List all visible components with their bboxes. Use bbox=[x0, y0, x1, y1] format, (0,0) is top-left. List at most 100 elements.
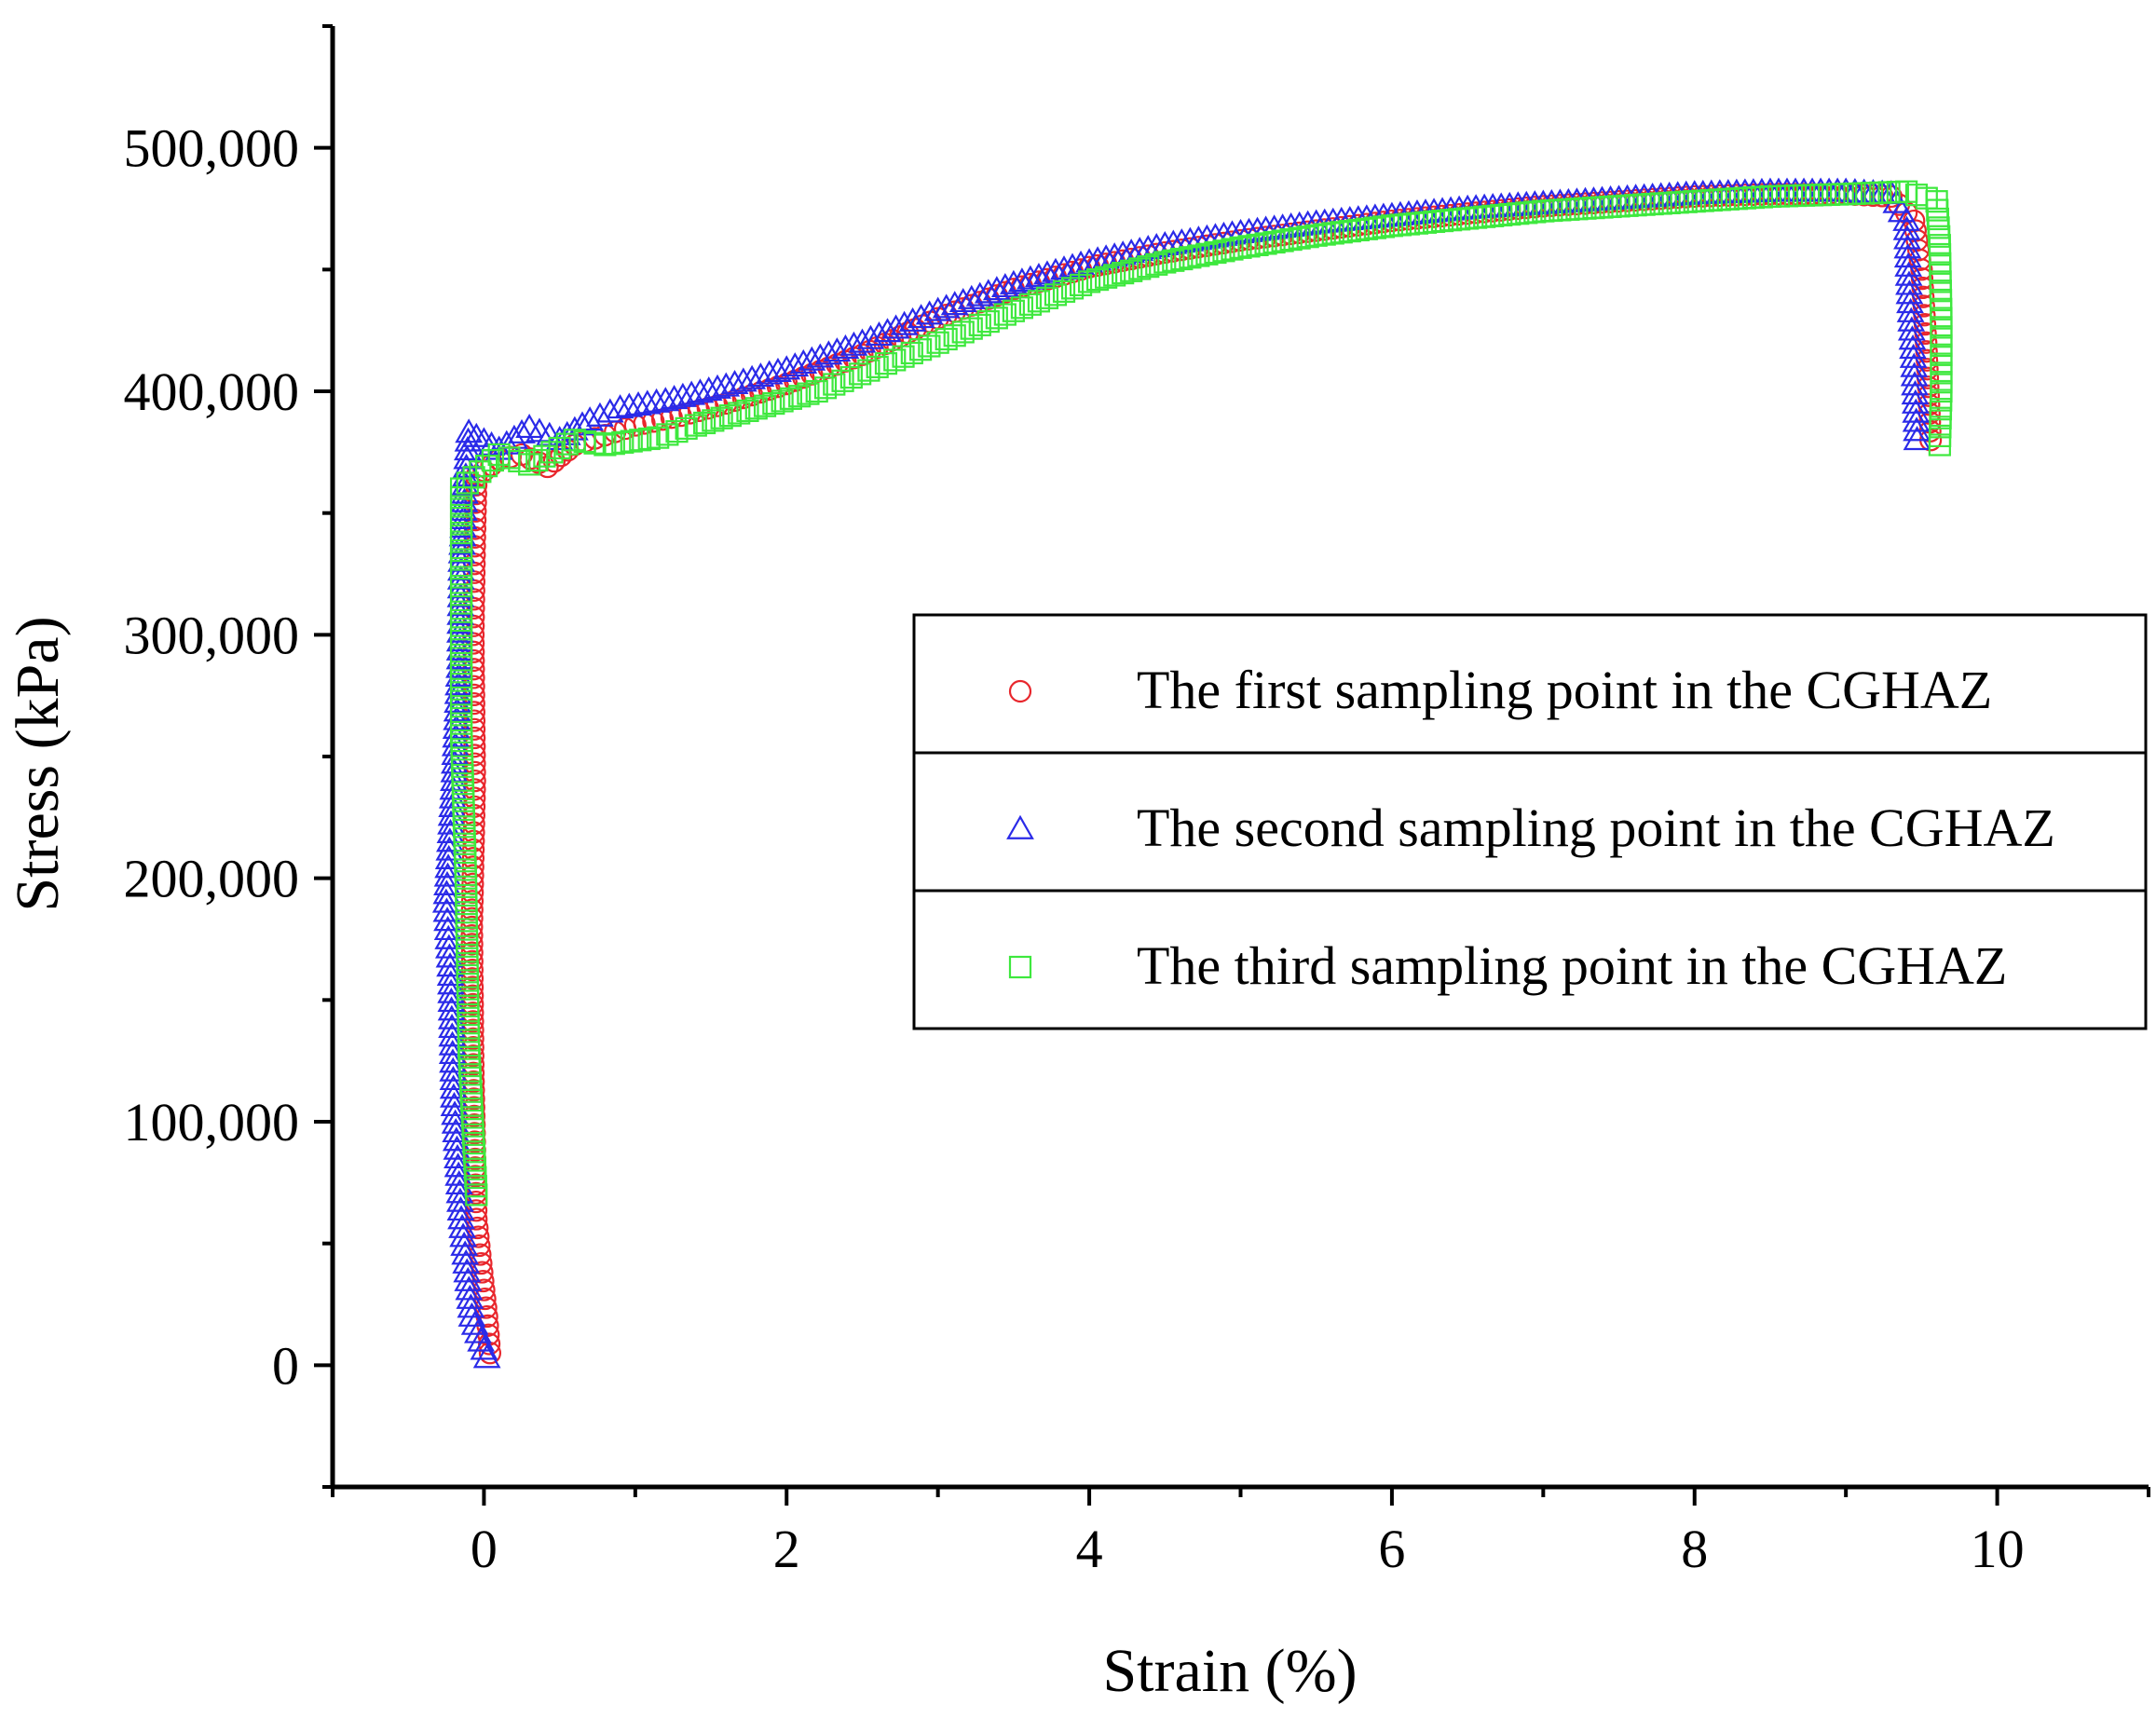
data-point bbox=[462, 466, 485, 489]
data-point bbox=[606, 394, 635, 419]
data-point bbox=[586, 402, 614, 427]
data-point bbox=[1201, 223, 1230, 248]
data-point bbox=[710, 406, 733, 430]
data-point bbox=[469, 460, 492, 484]
data-point bbox=[1229, 236, 1252, 259]
data-point bbox=[1251, 215, 1280, 240]
data-point bbox=[434, 924, 463, 949]
data-point bbox=[620, 430, 643, 453]
data-point bbox=[712, 372, 741, 397]
data-point bbox=[764, 357, 792, 382]
data-point bbox=[923, 296, 952, 321]
data-point bbox=[990, 272, 1019, 298]
data-point bbox=[686, 378, 715, 403]
data-point bbox=[611, 430, 635, 454]
data-point bbox=[1103, 264, 1126, 287]
data-point bbox=[456, 471, 479, 495]
data-point bbox=[702, 409, 725, 432]
data-point bbox=[457, 1302, 486, 1327]
data-point bbox=[455, 1275, 484, 1301]
data-point bbox=[1304, 224, 1328, 247]
x-axis-title: Strain (%) bbox=[1102, 1637, 1357, 1705]
x-tick-label: 4 bbox=[1076, 1519, 1103, 1579]
data-point bbox=[813, 376, 838, 400]
data-point bbox=[814, 340, 843, 365]
data-point bbox=[1069, 273, 1093, 296]
data-point bbox=[1128, 257, 1152, 280]
legend-entry-box bbox=[912, 751, 2148, 893]
data-point bbox=[1221, 238, 1244, 261]
data-point bbox=[446, 1195, 475, 1221]
data-point bbox=[444, 661, 473, 687]
data-point bbox=[1077, 270, 1101, 293]
data-point bbox=[1235, 217, 1263, 242]
data-point bbox=[472, 1343, 501, 1369]
y-tick-label: 500,000 bbox=[124, 118, 300, 179]
data-point bbox=[960, 317, 983, 340]
data-point bbox=[442, 723, 471, 748]
data-point bbox=[431, 888, 460, 913]
data-point bbox=[438, 792, 467, 817]
data-point bbox=[660, 384, 689, 410]
data-point bbox=[935, 327, 958, 351]
data-point bbox=[974, 279, 1003, 304]
data-point bbox=[452, 1248, 481, 1274]
data-point bbox=[839, 365, 863, 389]
data-point bbox=[738, 364, 767, 389]
data-point bbox=[762, 391, 785, 416]
data-point bbox=[475, 455, 498, 478]
data-point bbox=[788, 385, 812, 408]
data-point bbox=[1237, 235, 1261, 258]
x-tick-label: 8 bbox=[1681, 1519, 1708, 1579]
data-point bbox=[1027, 290, 1051, 313]
data-point bbox=[1260, 214, 1289, 239]
legend-label: The third sampling point in the CGHAZ bbox=[1137, 935, 2007, 996]
data-point bbox=[602, 432, 625, 456]
data-point bbox=[467, 1327, 496, 1352]
data-point bbox=[444, 671, 472, 696]
data-point bbox=[1296, 225, 1319, 249]
data-point bbox=[478, 1332, 501, 1356]
data-point bbox=[951, 320, 975, 344]
data-point bbox=[1179, 246, 1202, 269]
data-point bbox=[433, 870, 461, 895]
data-point bbox=[451, 1240, 480, 1265]
data-point bbox=[508, 418, 536, 443]
legend-marker-triangle bbox=[1006, 814, 1034, 839]
data-point bbox=[1371, 215, 1395, 239]
series-3 bbox=[449, 180, 1953, 1207]
data-point bbox=[909, 338, 933, 361]
data-point bbox=[1008, 267, 1036, 293]
data-point bbox=[432, 897, 461, 922]
data-point bbox=[1035, 286, 1059, 309]
data-point bbox=[1002, 299, 1025, 322]
data-point bbox=[637, 427, 661, 451]
data-point bbox=[594, 433, 617, 457]
data-point bbox=[806, 343, 835, 368]
data-point bbox=[1209, 221, 1238, 246]
data-point bbox=[555, 432, 579, 456]
data-point bbox=[1293, 210, 1322, 235]
data-point bbox=[450, 496, 478, 521]
data-point bbox=[1010, 296, 1033, 320]
data-point bbox=[1268, 213, 1297, 239]
y-tick-label: 300,000 bbox=[124, 605, 300, 665]
data-point bbox=[684, 414, 707, 437]
data-point bbox=[452, 462, 480, 487]
data-point bbox=[436, 818, 465, 843]
data-point bbox=[548, 436, 571, 460]
x-tick-label: 10 bbox=[1971, 1519, 2025, 1579]
data-point bbox=[595, 398, 624, 423]
data-point bbox=[651, 387, 680, 412]
data-point bbox=[576, 406, 605, 431]
data-point bbox=[1271, 229, 1294, 252]
data-point bbox=[470, 1335, 498, 1360]
series-2 bbox=[431, 177, 1931, 1369]
series-layer bbox=[431, 177, 1953, 1369]
data-point bbox=[1195, 242, 1219, 266]
data-point bbox=[1285, 211, 1314, 236]
data-point bbox=[1226, 218, 1255, 243]
data-point bbox=[771, 389, 794, 413]
data-point bbox=[1095, 266, 1118, 289]
x-axis-ticks bbox=[331, 1487, 2150, 1506]
